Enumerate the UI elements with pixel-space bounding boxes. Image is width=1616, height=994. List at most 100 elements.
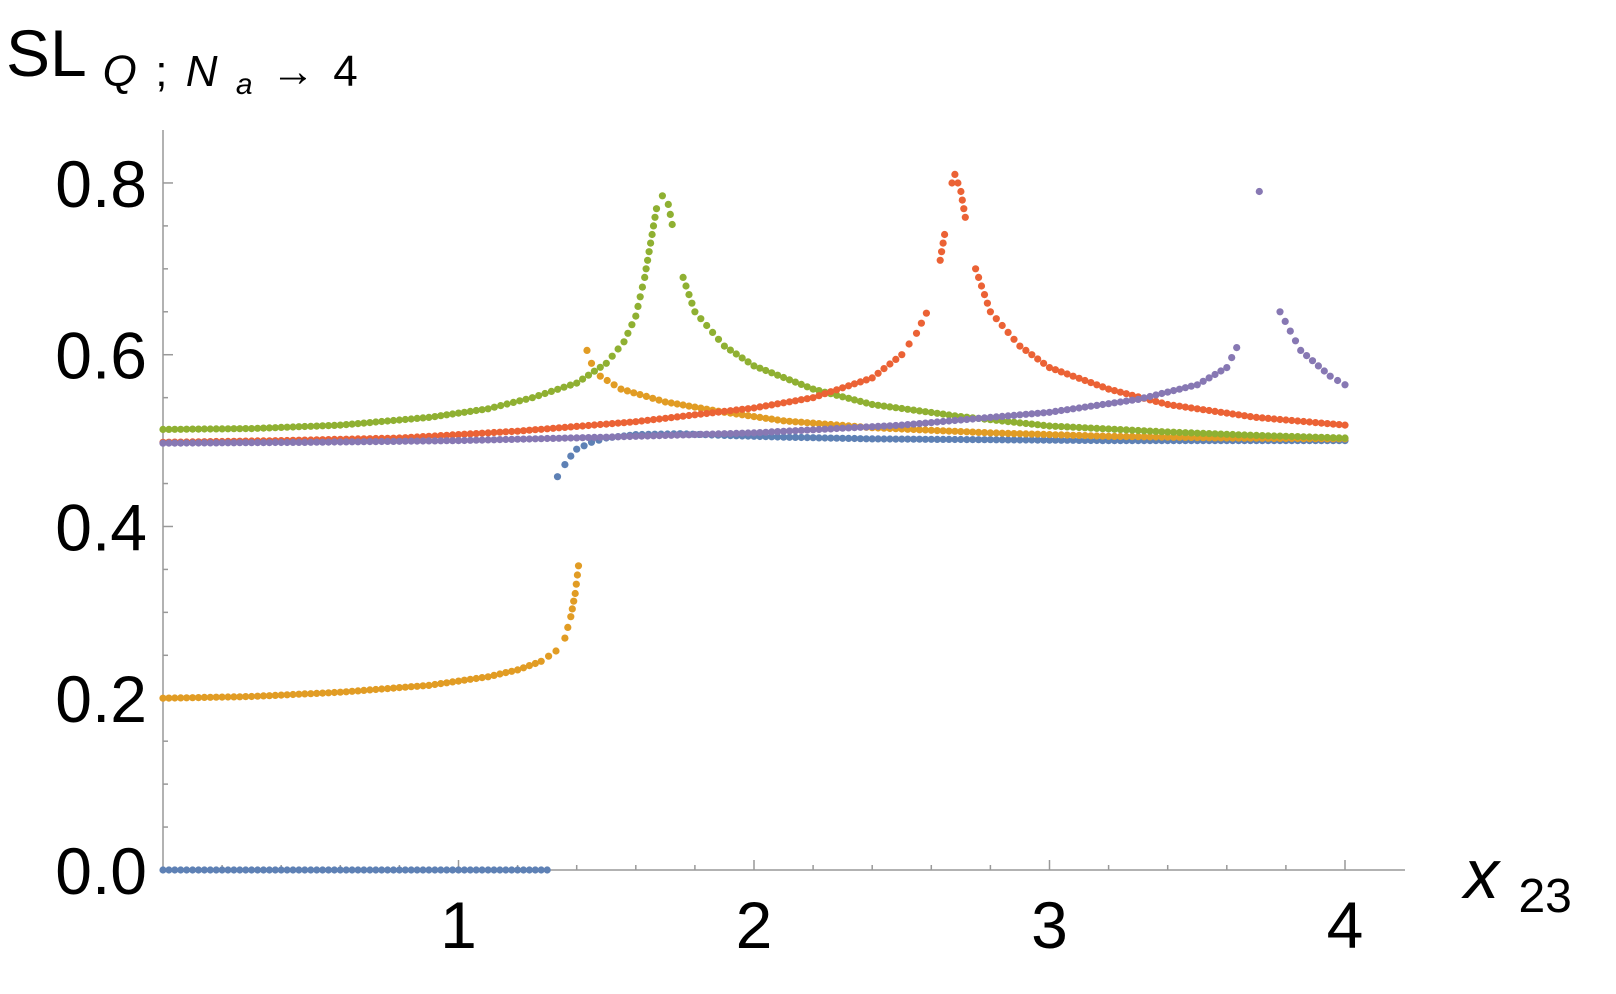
data-point [289, 438, 297, 446]
data-point [1205, 406, 1213, 415]
data-point [921, 408, 930, 416]
data-point [307, 866, 315, 874]
data-point [651, 213, 659, 221]
data-point [1116, 398, 1124, 406]
data-point [720, 430, 729, 438]
data-point [484, 405, 492, 413]
data-point [1028, 420, 1036, 428]
data-point [738, 429, 746, 437]
data-point [921, 435, 930, 443]
data-point [1146, 433, 1154, 441]
data-point [856, 435, 865, 443]
data-point [1311, 433, 1320, 441]
data-point [774, 428, 782, 436]
data-point [1282, 432, 1290, 440]
data-point [307, 690, 315, 698]
data-point [1297, 346, 1305, 354]
data-point [673, 400, 681, 408]
data-point [478, 674, 486, 682]
data-point [1305, 433, 1314, 441]
data-point [791, 378, 800, 386]
data-point [1122, 433, 1130, 441]
data-point [342, 421, 350, 429]
data-point [910, 406, 918, 414]
data-point [785, 417, 794, 425]
data-point [1235, 411, 1243, 419]
data-point [413, 414, 421, 422]
data-point [443, 866, 451, 874]
data-point [1081, 376, 1089, 385]
data-point [449, 866, 457, 874]
data-point [336, 421, 344, 429]
data-point [1223, 430, 1231, 438]
data-point [850, 434, 859, 443]
data-point [1152, 427, 1160, 435]
data-point [1300, 417, 1308, 426]
data-point [224, 425, 232, 433]
data-point [194, 439, 203, 447]
data-point [1140, 427, 1148, 435]
data-point [242, 439, 250, 447]
data-point [454, 409, 463, 417]
data-point [301, 690, 309, 698]
data-point [1069, 372, 1077, 380]
data-point [519, 435, 528, 443]
data-point [324, 866, 333, 874]
data-point [171, 439, 179, 447]
data-point [954, 179, 962, 187]
data-point [466, 675, 474, 683]
data-point [271, 438, 279, 447]
data-point [1175, 402, 1184, 410]
data-point [1105, 400, 1113, 408]
data-point [809, 394, 817, 402]
data-point [561, 423, 569, 431]
data-point [1010, 436, 1018, 444]
data-point [892, 421, 900, 430]
data-point [372, 438, 380, 446]
data-point [679, 401, 687, 409]
data-point [945, 427, 953, 435]
data-point [1282, 416, 1290, 424]
data-point [522, 395, 530, 403]
data-point [1187, 429, 1195, 437]
data-point [254, 866, 262, 874]
data-point [921, 419, 930, 427]
data-point [413, 437, 421, 445]
data-point [1158, 433, 1166, 441]
data-point [579, 422, 587, 430]
data-point [1022, 430, 1030, 438]
data-point [236, 866, 244, 874]
data-point [644, 432, 652, 440]
data-point [898, 404, 906, 413]
data-point [407, 415, 415, 423]
data-point [750, 362, 758, 370]
data-point [552, 647, 560, 655]
data-point [620, 338, 628, 346]
data-point [543, 866, 551, 874]
data-point [514, 666, 522, 674]
data-point [1258, 432, 1266, 440]
data-point [636, 293, 644, 301]
data-point [614, 433, 622, 441]
data-point [584, 434, 593, 442]
data-point [620, 433, 628, 441]
data-point [348, 687, 356, 695]
data-point [714, 335, 723, 343]
data-point [561, 434, 569, 442]
data-point [1069, 431, 1077, 439]
data-point [189, 425, 197, 433]
data-point [927, 426, 935, 434]
data-point [466, 430, 474, 438]
data-point [574, 562, 583, 570]
data-point [212, 439, 220, 447]
data-point [1040, 359, 1048, 367]
data-point [1205, 430, 1213, 438]
data-point [774, 400, 782, 408]
data-point [850, 396, 859, 404]
data-point [443, 431, 451, 439]
data-point [183, 866, 191, 874]
data-point [248, 866, 256, 874]
data-point [856, 378, 865, 386]
data-point [401, 866, 409, 874]
data-point [649, 394, 657, 402]
